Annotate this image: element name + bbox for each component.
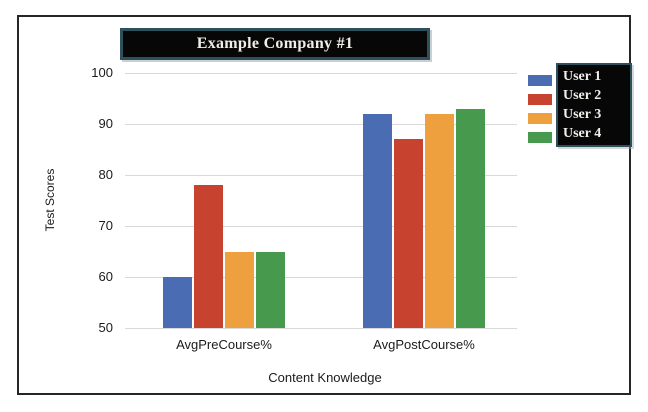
bar-user-4-AvgPostCourse% xyxy=(456,108,485,328)
x-category-label-0: AvgPreCourse% xyxy=(176,337,272,352)
legend-swatch-2 xyxy=(528,94,552,105)
chart-title: Example Company #1 xyxy=(196,35,354,52)
bar-user-2-AvgPostCourse% xyxy=(394,139,423,328)
legend-swatch-1 xyxy=(528,75,552,86)
legend-label-1: User 1 xyxy=(563,69,602,84)
gridline-100 xyxy=(125,73,517,74)
legend-label-2: User 2 xyxy=(563,88,602,103)
gridline-50 xyxy=(125,328,517,329)
gridline-90 xyxy=(125,124,517,125)
y-tick-label-70: 70 xyxy=(98,218,113,233)
chart-title-box: Example Company #1 xyxy=(120,28,430,60)
legend-swatch-3 xyxy=(528,113,552,124)
bar-user-3-AvgPostCourse% xyxy=(425,113,454,328)
legend-swatch-4 xyxy=(528,132,552,143)
y-tick-label-100: 100 xyxy=(91,65,113,80)
legend-box xyxy=(556,63,632,147)
y-axis-title: Test Scores xyxy=(43,168,57,232)
legend-label-4: User 4 xyxy=(563,126,602,141)
gridline-70 xyxy=(125,226,517,227)
y-tick-label-50: 50 xyxy=(98,320,113,335)
outer-frame xyxy=(17,15,631,395)
y-tick-label-80: 80 xyxy=(98,167,113,182)
x-category-label-1: AvgPostCourse% xyxy=(373,337,475,352)
gridline-60 xyxy=(125,277,517,278)
bar-user-1-AvgPostCourse% xyxy=(363,113,392,328)
bar-user-1-AvgPreCourse% xyxy=(163,277,192,328)
bar-user-3-AvgPreCourse% xyxy=(225,251,254,328)
gridline-80 xyxy=(125,175,517,176)
bar-user-4-AvgPreCourse% xyxy=(256,251,285,328)
x-axis-title: Content Knowledge xyxy=(268,370,382,385)
y-tick-label-60: 60 xyxy=(98,269,113,284)
y-tick-label-90: 90 xyxy=(98,116,113,131)
bar-user-2-AvgPreCourse% xyxy=(194,185,223,328)
legend-label-3: User 3 xyxy=(563,107,602,122)
